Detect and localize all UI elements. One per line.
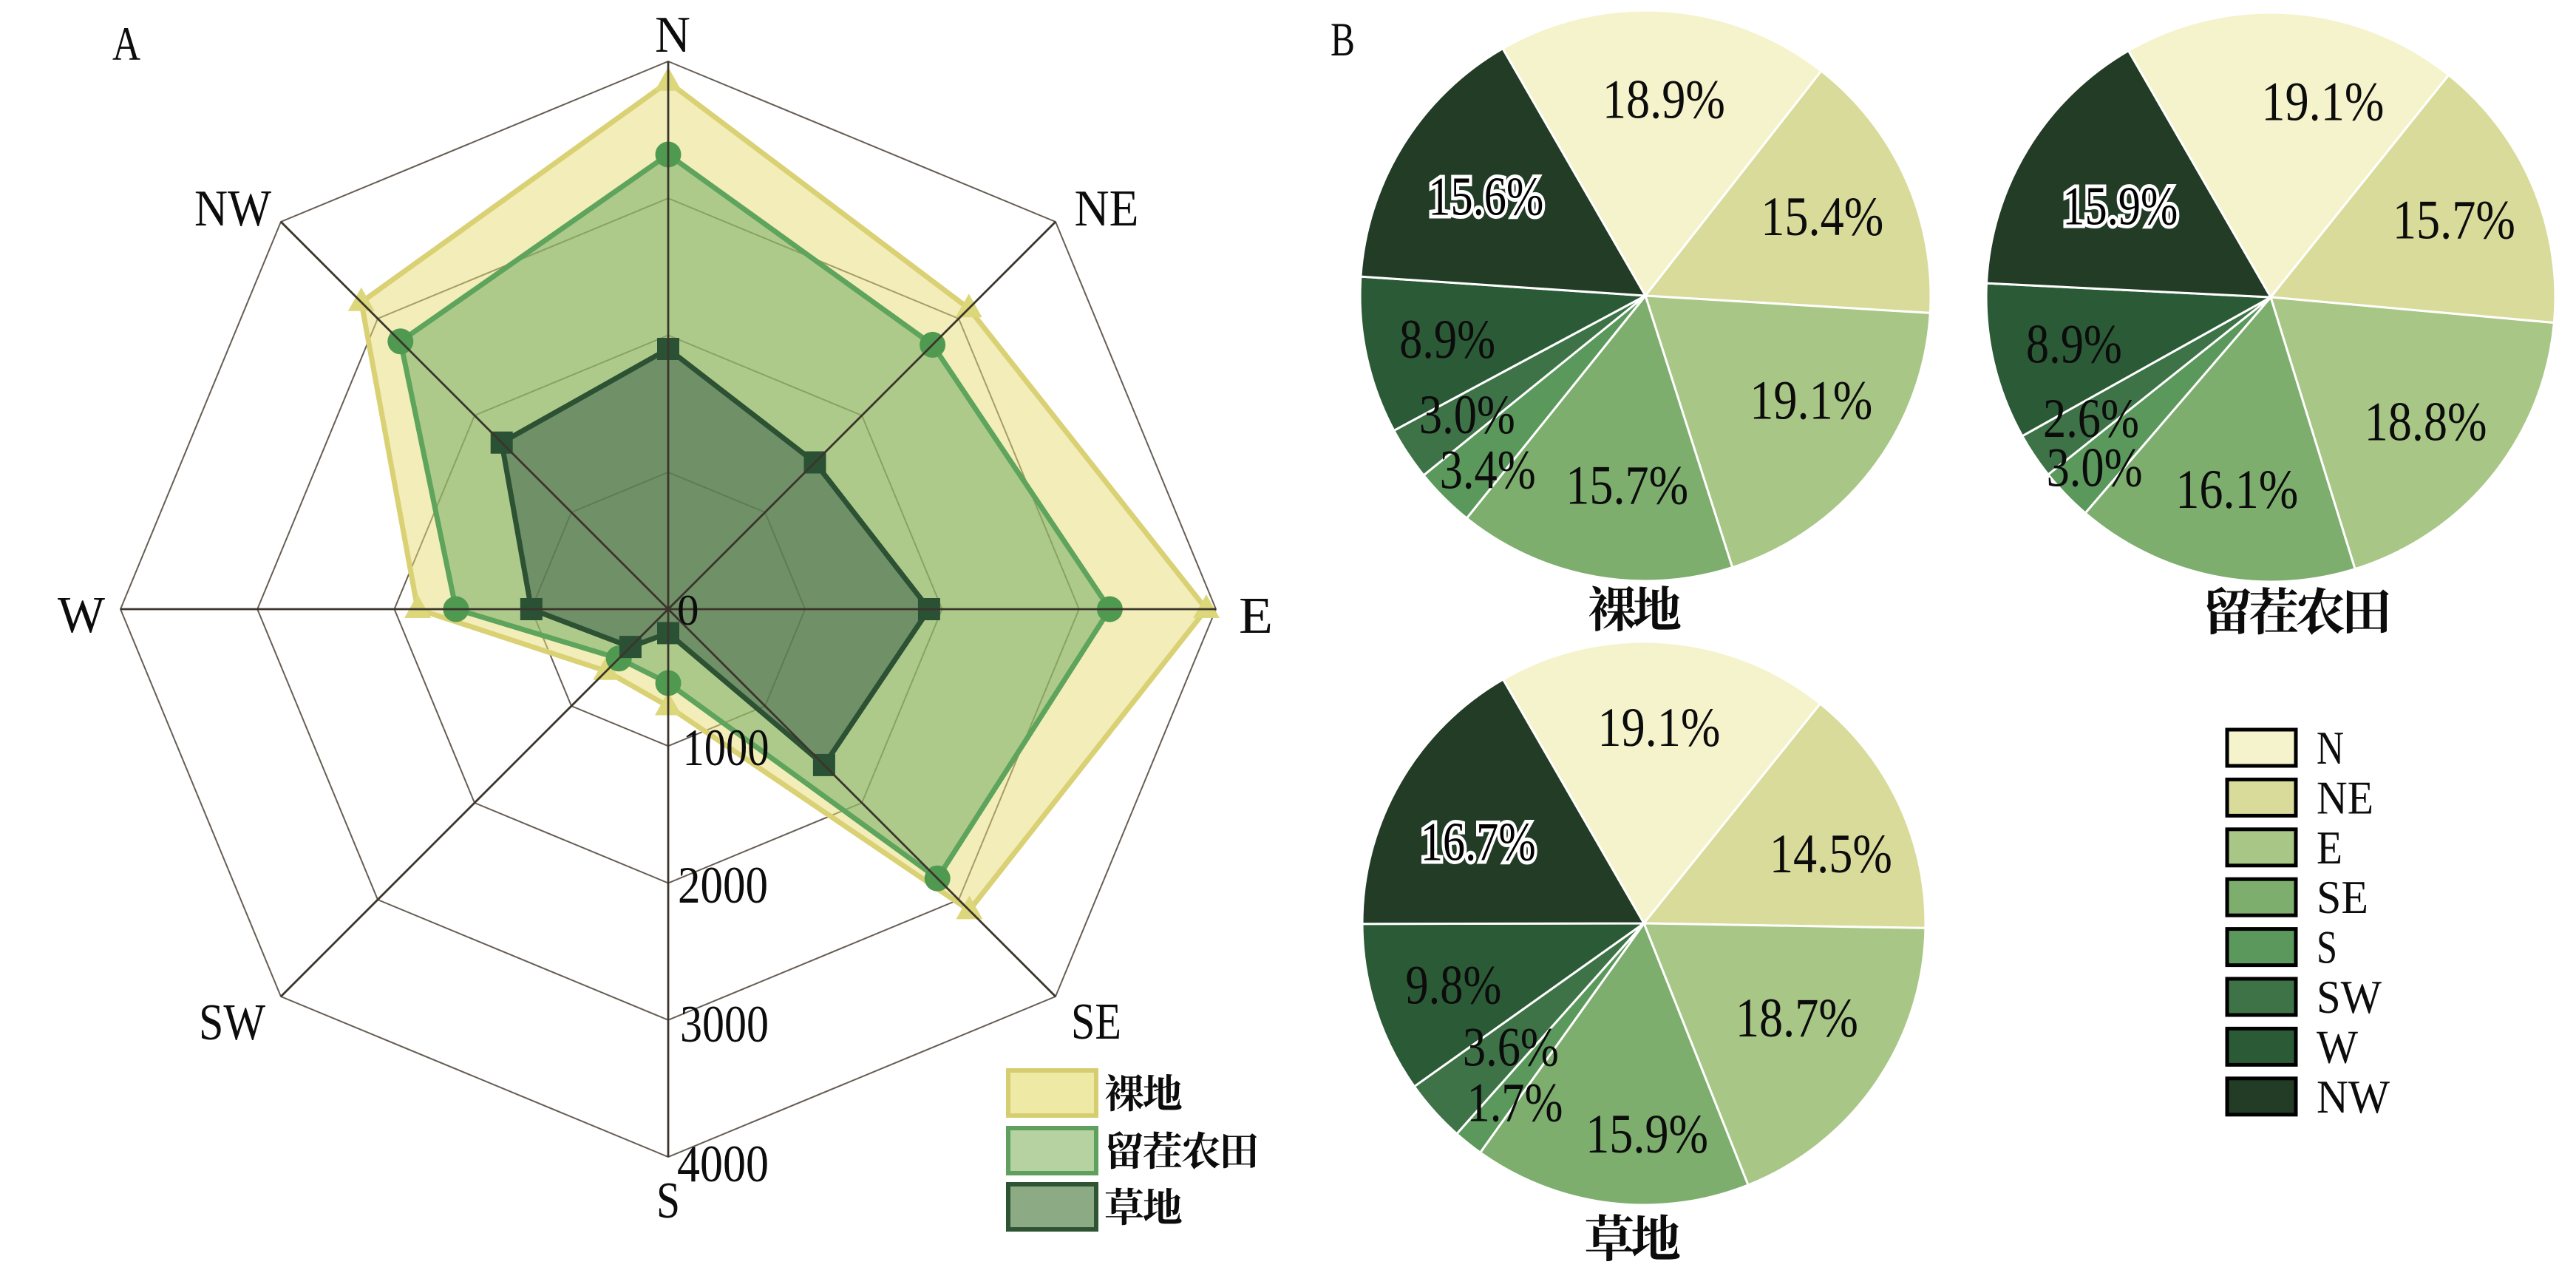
svg-text:15.6%: 15.6% — [1428, 166, 1543, 227]
svg-text:NW: NW — [194, 180, 271, 237]
svg-text:E: E — [2317, 821, 2342, 874]
svg-text:18.9%: 18.9% — [1603, 69, 1725, 131]
svg-text:N: N — [2317, 722, 2344, 774]
svg-text:15.7%: 15.7% — [1566, 455, 1688, 516]
svg-text:N: N — [655, 7, 690, 64]
svg-text:15.9%: 15.9% — [2062, 177, 2178, 237]
svg-text:W: W — [2317, 1020, 2359, 1073]
svg-text:19.1%: 19.1% — [2261, 71, 2384, 132]
svg-text:1000: 1000 — [683, 719, 769, 777]
svg-text:0: 0 — [677, 585, 699, 634]
svg-text:SE: SE — [2317, 871, 2368, 923]
svg-text:3.0%: 3.0% — [2047, 438, 2143, 499]
svg-text:18.7%: 18.7% — [1736, 988, 1858, 1049]
svg-text:15.9%: 15.9% — [1586, 1104, 1708, 1165]
svg-text:SW: SW — [2317, 971, 2382, 1023]
svg-text:W: W — [58, 587, 105, 644]
svg-text:E: E — [1239, 588, 1273, 645]
svg-text:SW: SW — [199, 994, 265, 1051]
svg-text:SE: SE — [1071, 994, 1121, 1050]
svg-text:3.0%: 3.0% — [1419, 384, 1515, 446]
svg-text:NE: NE — [2317, 771, 2373, 824]
svg-text:9.8%: 9.8% — [1405, 955, 1501, 1016]
svg-text:A: A — [112, 18, 140, 71]
svg-text:NE: NE — [1075, 180, 1139, 237]
svg-text:14.5%: 14.5% — [1770, 824, 1892, 885]
svg-text:1.7%: 1.7% — [1467, 1072, 1563, 1133]
svg-text:15.7%: 15.7% — [2393, 189, 2515, 251]
svg-text:18.8%: 18.8% — [2365, 392, 2487, 453]
svg-text:19.1%: 19.1% — [1750, 370, 1872, 432]
svg-text:NW: NW — [2317, 1070, 2390, 1123]
svg-text:16.1%: 16.1% — [2175, 459, 2298, 520]
svg-text:16.7%: 16.7% — [1421, 812, 1536, 872]
svg-text:3.6%: 3.6% — [1463, 1016, 1559, 1078]
svg-text:2000: 2000 — [678, 857, 768, 914]
svg-text:B: B — [1331, 13, 1355, 67]
svg-text:S: S — [2317, 921, 2337, 974]
svg-text:4000: 4000 — [677, 1135, 769, 1193]
svg-text:S: S — [656, 1172, 680, 1229]
svg-text:3.4%: 3.4% — [1440, 439, 1536, 500]
svg-text:15.4%: 15.4% — [1761, 186, 1883, 248]
svg-text:8.9%: 8.9% — [1399, 309, 1495, 370]
svg-text:8.9%: 8.9% — [2026, 313, 2122, 375]
svg-text:19.1%: 19.1% — [1597, 697, 1720, 758]
svg-text:3000: 3000 — [680, 996, 769, 1053]
svg-text:2.6%: 2.6% — [2043, 388, 2139, 449]
